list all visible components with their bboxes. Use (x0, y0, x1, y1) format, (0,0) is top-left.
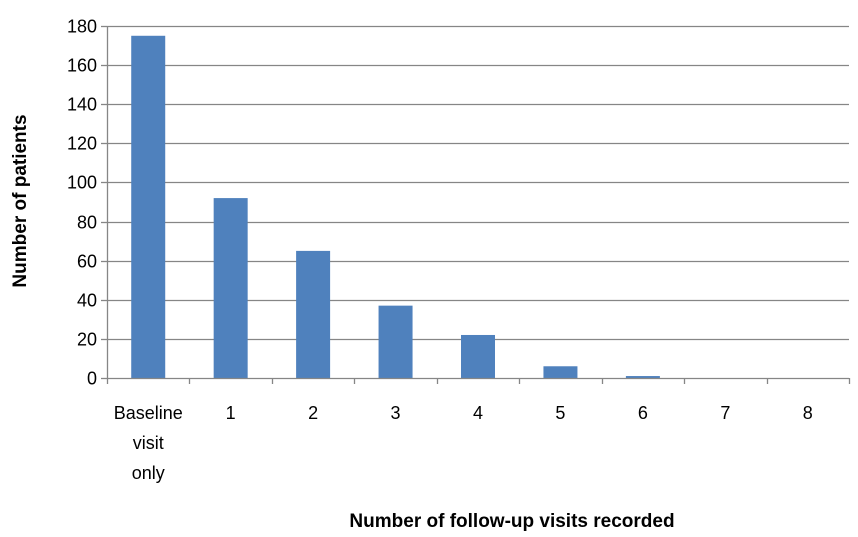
y-axis-title: Number of patients (10, 114, 31, 287)
bar (461, 334, 495, 378)
x-tick-labels: Baseline visit only 1 2 3 4 5 6 7 8 (114, 403, 813, 483)
x-axis-title: Number of follow-up visits recorded (349, 511, 674, 532)
bar (131, 35, 166, 379)
x-tick-label: Baseline (114, 403, 183, 423)
x-tick-label: only (132, 463, 165, 483)
bar (296, 250, 331, 378)
x-tick-label: 1 (226, 403, 236, 423)
x-tick-label: 7 (720, 403, 730, 423)
y-tick-label: 100 (67, 173, 97, 193)
x-tick-label: 2 (308, 403, 318, 423)
y-tick-label: 20 (77, 330, 97, 350)
y-tick-label: 80 (77, 213, 97, 233)
x-tick-label: 3 (391, 403, 401, 423)
x-tick-label: 5 (555, 403, 565, 423)
x-tick-label: 8 (803, 403, 813, 423)
y-tick-label: 60 (77, 252, 97, 272)
bars (131, 35, 660, 379)
y-tick-label: 40 (77, 291, 97, 311)
y-tick-label: 0 (87, 369, 97, 389)
x-tick-label: 6 (638, 403, 648, 423)
bar (625, 376, 660, 378)
y-tick-label: 120 (67, 134, 97, 154)
x-tick-label: 4 (473, 403, 483, 423)
bar (213, 198, 248, 378)
axes (101, 25, 851, 384)
bar (378, 305, 413, 378)
y-tick-label: 140 (67, 95, 97, 115)
y-tick-label: 180 (67, 17, 97, 37)
bar (543, 366, 578, 378)
y-tick-labels: 0 20 40 60 80 100 120 140 160 180 (67, 17, 97, 389)
y-tick-label: 160 (67, 56, 97, 76)
x-tick-label: visit (133, 433, 164, 453)
